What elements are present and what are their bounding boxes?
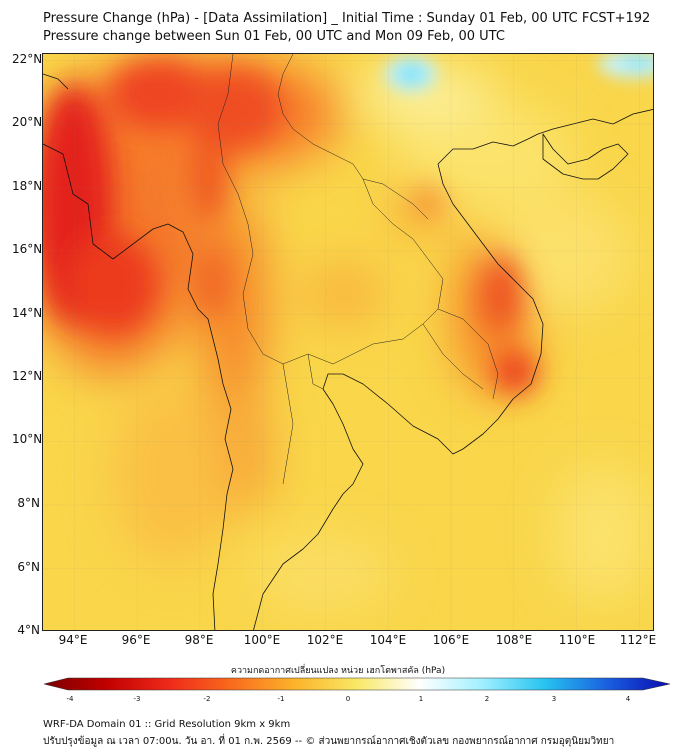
lat-tick: 12°N	[12, 369, 43, 383]
lon-tick: 98°E	[184, 633, 214, 647]
lon-tick: 102°E	[306, 633, 344, 647]
pressure-rise-areas	[385, 54, 653, 92]
lon-tick: 112°E	[619, 633, 657, 647]
footer-credits: ปรับปรุงข้อมูล ณ เวลา 07:00น. วัน อา. ที…	[43, 736, 615, 747]
footer-model-info: WRF-DA Domain 01 :: Grid Resolution 9km …	[43, 719, 291, 730]
colorbar-tick: -1	[277, 695, 285, 703]
lon-tick: 100°E	[243, 633, 281, 647]
country-borders	[217, 54, 499, 485]
colorbar-tick: -3	[133, 695, 141, 703]
colorbar	[43, 677, 671, 691]
lon-tick: 104°E	[369, 633, 407, 647]
pressure-neutral-areas	[253, 64, 653, 614]
lat-tick: 10°N	[12, 432, 43, 446]
lon-tick: 110°E	[558, 633, 596, 647]
chart-subtitle: Pressure change between Sun 01 Feb, 00 U…	[43, 29, 505, 44]
colorbar-label: ความกดอากาศเปลี่ยนแปลง หน่วย เฮกโตพาสคัล…	[230, 666, 446, 676]
pressure-change-map	[43, 54, 653, 630]
map-panel	[42, 53, 654, 631]
coastlines	[43, 73, 653, 630]
lat-tick: 8°N	[17, 496, 40, 510]
lon-tick: 106°E	[432, 633, 470, 647]
pressure-fall-strong	[43, 59, 537, 394]
lon-tick: 108°E	[495, 633, 533, 647]
lat-tick: 14°N	[12, 306, 43, 320]
lat-tick: 22°N	[12, 52, 43, 66]
lat-tick: 18°N	[12, 179, 43, 193]
colorbar-tick: 0	[345, 695, 351, 703]
graticule	[43, 54, 653, 630]
colorbar-tick: 2	[484, 695, 490, 703]
colorbar-bar	[43, 677, 671, 691]
lon-tick: 96°E	[121, 633, 151, 647]
lat-tick: 16°N	[12, 242, 43, 256]
colorbar-tick: 3	[551, 695, 557, 703]
chart-title: Pressure Change (hPa) - [Data Assimilati…	[43, 11, 651, 26]
colorbar-tick: 4	[625, 695, 631, 703]
lon-tick: 94°E	[58, 633, 88, 647]
lat-tick: 6°N	[17, 560, 40, 574]
colorbar-tick: -2	[203, 695, 211, 703]
lat-tick: 20°N	[12, 115, 43, 129]
colorbar-tick: 1	[418, 695, 424, 703]
lat-tick: 4°N	[17, 623, 40, 637]
colorbar-tick: -4	[66, 695, 74, 703]
